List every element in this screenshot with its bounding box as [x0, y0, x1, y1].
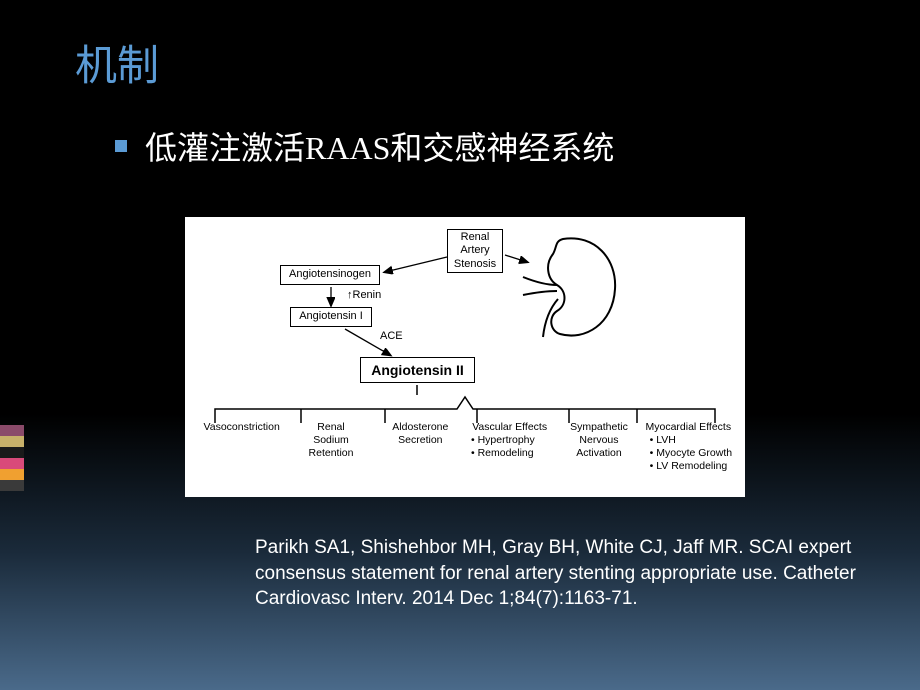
effect-sublist: LVHMyocyte GrowthLV Remodeling	[644, 434, 733, 473]
effect-sublist: HypertrophyRemodeling	[465, 434, 554, 460]
effect-item: Vascular EffectsHypertrophyRemodeling	[465, 421, 554, 474]
slide-title: 机制	[0, 0, 920, 93]
effect-label: Vasoconstriction	[197, 421, 286, 434]
bullet-item: 低灌注激活RAAS和交感神经系统	[0, 93, 920, 169]
accent-bar	[0, 436, 24, 447]
effect-item: AldosteroneSecretion	[376, 421, 465, 474]
effect-item: Myocardial EffectsLVHMyocyte GrowthLV Re…	[644, 421, 733, 474]
citation-text: Parikh SA1, Shishehbor MH, Gray BH, Whit…	[255, 535, 875, 612]
effect-item: RenalSodiumRetention	[286, 421, 375, 474]
effect-item: SympatheticNervousActivation	[554, 421, 643, 474]
effect-label: Myocardial Effects	[644, 421, 733, 434]
effect-label: AldosteroneSecretion	[376, 421, 465, 447]
effect-subitem: Remodeling	[471, 447, 554, 460]
effect-item: Vasoconstriction	[197, 421, 286, 474]
effects-row: VasoconstrictionRenalSodiumRetentionAldo…	[197, 421, 733, 474]
accent-bar	[0, 458, 24, 469]
effect-subitem: Myocyte Growth	[650, 447, 733, 460]
accent-bar	[0, 447, 24, 458]
side-accent-bars	[0, 425, 24, 491]
effect-label: RenalSodiumRetention	[286, 421, 375, 460]
effect-subitem: LV Remodeling	[650, 460, 733, 473]
effect-subitem: Hypertrophy	[471, 434, 554, 447]
effect-label: Vascular Effects	[465, 421, 554, 434]
diagram-arrows	[185, 217, 745, 417]
accent-bar	[0, 469, 24, 480]
effect-subitem: LVH	[650, 434, 733, 447]
bullet-marker	[115, 140, 127, 152]
accent-bar	[0, 480, 24, 491]
effect-label: SympatheticNervousActivation	[554, 421, 643, 460]
slide: 机制 低灌注激活RAAS和交感神经系统 Renal Artery Stenosi…	[0, 0, 920, 690]
bullet-text: 低灌注激活RAAS和交感神经系统	[145, 123, 614, 169]
accent-bar	[0, 425, 24, 436]
raas-diagram: Renal Artery Stenosis Angiotensinogen ↑R…	[185, 217, 745, 497]
